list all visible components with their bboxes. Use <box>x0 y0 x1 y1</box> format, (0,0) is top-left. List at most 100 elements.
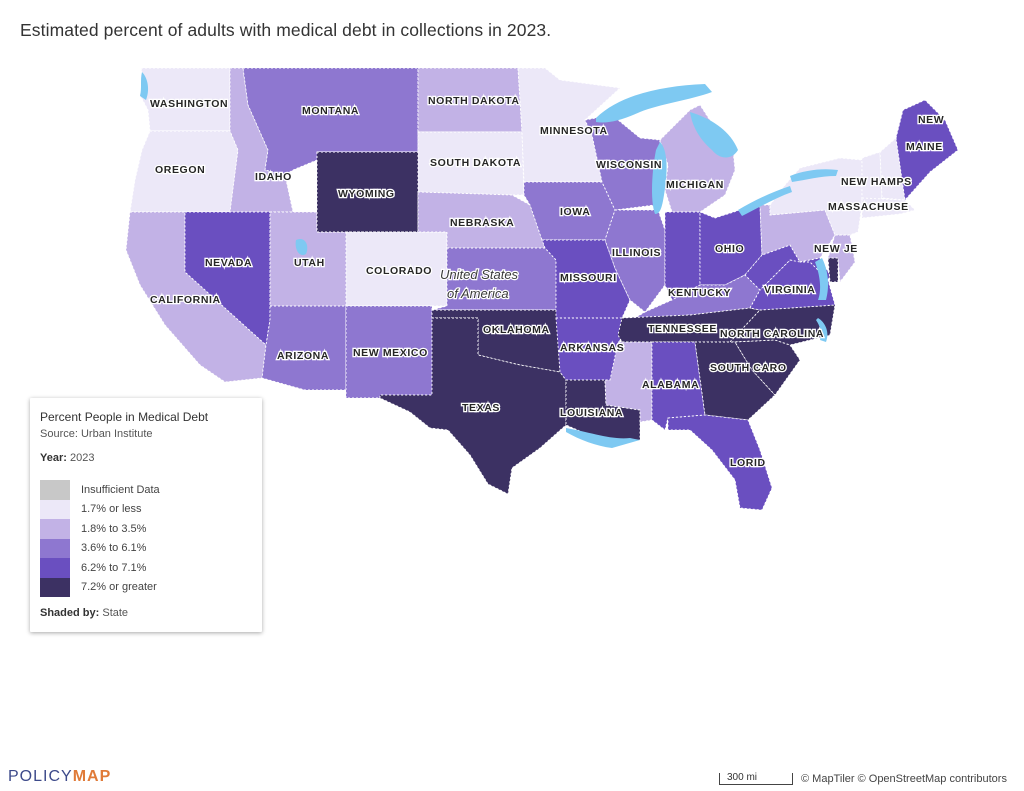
logo-map-text: MAP <box>72 768 112 785</box>
state-minnesota[interactable] <box>517 67 622 183</box>
lake-huron <box>690 112 738 158</box>
legend-item-label: Insufficient Data <box>81 483 160 496</box>
label-colorado: COLORADO <box>366 265 432 277</box>
label-illinois: ILLINOIS <box>612 247 661 259</box>
label-north-carolina: NORTH CAROLINA <box>720 328 824 340</box>
label-tennessee: TENNESSEE <box>648 323 717 335</box>
legend-item: 7.2% or greater <box>40 577 252 597</box>
country-label-line1: United States <box>440 267 519 282</box>
great-salt-lake <box>295 238 308 256</box>
map-legend: Percent People in Medical Debt Source: U… <box>30 398 262 632</box>
scale-bar: 300 mi <box>719 773 793 785</box>
label-new-jersey: NEW JE <box>814 243 858 255</box>
label-south-carolina: SOUTH CARO <box>710 362 787 374</box>
label-missouri: MISSOURI <box>560 272 617 284</box>
label-nevada: NEVADA <box>205 257 252 269</box>
state-delaware[interactable] <box>827 257 839 283</box>
water-layer <box>140 72 838 448</box>
state-massachusetts[interactable] <box>861 197 916 219</box>
label-new-mexico: NEW MEXICO <box>353 347 428 359</box>
label-arkansas: ARKANSAS <box>560 342 624 354</box>
label-idaho: IDAHO <box>255 171 292 183</box>
label-wyoming: WYOMING <box>338 188 395 200</box>
legend-item: 1.8% to 3.5% <box>40 519 252 539</box>
state-new-jersey[interactable] <box>827 234 856 284</box>
label-arizona: ARIZONA <box>277 350 329 362</box>
page-title: Estimated percent of adults with medical… <box>20 20 552 40</box>
legend-item: 6.2% to 7.1% <box>40 558 252 578</box>
label-new-hampshire: NEW HAMPS <box>841 176 912 188</box>
state-montana[interactable] <box>242 67 419 176</box>
label-montana: MONTANA <box>302 105 359 117</box>
policymap-logo[interactable]: POLICYMAP <box>8 768 111 786</box>
legend-swatch <box>40 538 70 558</box>
label-iowa: IOWA <box>560 206 590 218</box>
legend-shaded-label: Shaded by: <box>40 607 100 619</box>
label-louisiana: LOUISIANA <box>560 407 623 419</box>
label-ohio: OHIO <box>715 243 744 255</box>
state-new-hampshire[interactable] <box>879 137 906 201</box>
state-west-virginia[interactable] <box>744 244 801 291</box>
pamlico-sound <box>816 318 828 342</box>
label-wisconsin: WISCONSIN <box>596 159 662 171</box>
state-arizona[interactable] <box>261 305 347 391</box>
legend-swatch <box>40 499 70 519</box>
state-missouri[interactable] <box>541 239 631 319</box>
legend-swatch <box>40 480 70 500</box>
lake-michigan <box>652 142 667 214</box>
label-virginia: VIRGINIA <box>764 284 815 296</box>
label-minnesota: MINNESOTA <box>540 125 608 137</box>
label-alabama: ALABAMA <box>642 379 699 391</box>
puget-sound <box>140 72 149 100</box>
state-maine[interactable] <box>895 99 959 202</box>
legend-item: 1.7% or less <box>40 499 252 519</box>
label-kentucky: KENTUCKY <box>668 287 731 299</box>
lake-superior <box>596 84 712 123</box>
legend-swatch <box>40 519 70 539</box>
label-oregon: OREGON <box>155 164 205 176</box>
legend-item: 3.6% to 6.1% <box>40 538 252 558</box>
label-florida: LORID <box>730 457 766 469</box>
label-maine: MAINE <box>906 141 943 153</box>
gulf-coast <box>566 428 640 448</box>
lake-ontario <box>790 169 838 182</box>
logo-policy-text: POLICY <box>8 768 73 785</box>
legend-swatch <box>40 558 70 578</box>
state-louisiana[interactable] <box>565 379 641 446</box>
legend-item-label: 1.8% to 3.5% <box>81 522 147 535</box>
label-oklahoma: OKLAHOMA <box>483 324 550 336</box>
state-virginia[interactable] <box>749 259 836 311</box>
legend-item-label: 1.7% or less <box>81 503 142 516</box>
state-south-dakota[interactable] <box>417 131 525 196</box>
state-california[interactable] <box>125 211 267 383</box>
label-maine-2: NEW <box>918 114 944 126</box>
label-michigan: MICHIGAN <box>666 179 724 191</box>
legend-item-label: 3.6% to 6.1% <box>81 542 147 555</box>
country-label-line2: of America <box>447 286 509 301</box>
state-north-carolina[interactable] <box>728 304 836 346</box>
legend-year-value: 2023 <box>69 452 95 464</box>
state-washington[interactable] <box>139 67 231 132</box>
state-florida[interactable] <box>667 414 773 511</box>
state-pennsylvania[interactable] <box>759 204 836 263</box>
state-kentucky[interactable] <box>634 274 761 319</box>
state-indiana[interactable] <box>664 211 701 301</box>
label-massachusetts: MASSACHUSE <box>828 201 909 213</box>
legend-shaded-by: Shaded by: State <box>40 607 252 619</box>
legend-item: Insufficient Data <box>40 480 252 500</box>
state-colorado[interactable] <box>345 231 448 307</box>
label-california: CALIFORNIA <box>150 294 221 306</box>
label-nebraska: NEBRASKA <box>450 217 514 229</box>
state-iowa[interactable] <box>523 181 616 241</box>
state-new-mexico[interactable] <box>345 305 433 399</box>
lake-erie <box>738 186 792 216</box>
chesapeake <box>815 258 829 300</box>
label-south-dakota: SOUTH DAKOTA <box>430 157 521 169</box>
state-texas[interactable] <box>379 317 567 495</box>
legend-year: Year: 2023 <box>40 452 252 464</box>
label-utah: UTAH <box>294 257 325 269</box>
legend-year-label: Year: <box>40 452 67 464</box>
map-attribution[interactable]: © MapTiler © OpenStreetMap contributors <box>801 773 1007 785</box>
label-north-dakota: NORTH DAKOTA <box>428 95 520 107</box>
